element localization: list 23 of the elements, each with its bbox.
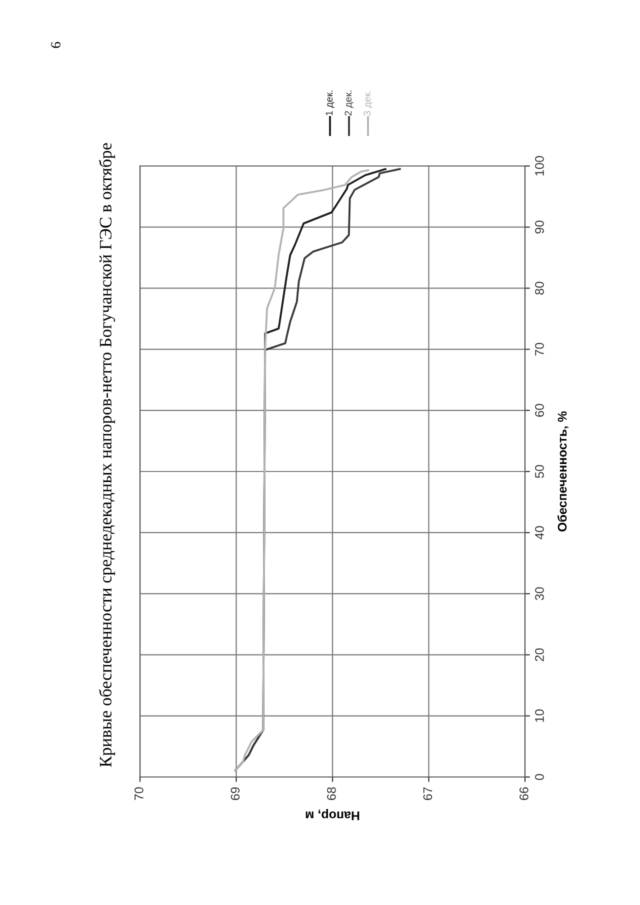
x-tick-label: 69 bbox=[230, 787, 240, 800]
y-tick-label: 20 bbox=[535, 648, 544, 662]
y-tick-label: 30 bbox=[535, 587, 544, 600]
text: 3 дек. bbox=[364, 90, 372, 116]
text: 6 bbox=[51, 42, 60, 48]
y-tick-label: 10 bbox=[535, 709, 544, 722]
y-tick-label: 40 bbox=[535, 526, 544, 540]
x-axis-title: Напор, м bbox=[306, 808, 360, 820]
x-tick-label: 67 bbox=[423, 787, 432, 800]
y-tick-label: 50 bbox=[535, 465, 544, 478]
y-tick-label: 80 bbox=[535, 282, 544, 295]
text: Кривые обеспеченности среднедекадных напоров-нетто Богучанской ГЭС в октябре bbox=[98, 143, 116, 768]
x-tick-label: 68 bbox=[327, 787, 336, 800]
y-tick-label: 60 bbox=[535, 404, 544, 417]
x-tick-label: 66 bbox=[520, 787, 528, 800]
y-tick-label: 0 bbox=[535, 774, 544, 780]
text: 1 дек. bbox=[326, 90, 334, 116]
y-tick-label: 90 bbox=[535, 220, 544, 234]
y-axis-title: Обеспеченность, % bbox=[557, 411, 568, 532]
x-tick-label: 70 bbox=[134, 787, 144, 800]
y-tick-label: 70 bbox=[535, 342, 544, 356]
text: 2 дек. bbox=[344, 90, 354, 116]
y-tick-label: 100 bbox=[535, 156, 544, 176]
